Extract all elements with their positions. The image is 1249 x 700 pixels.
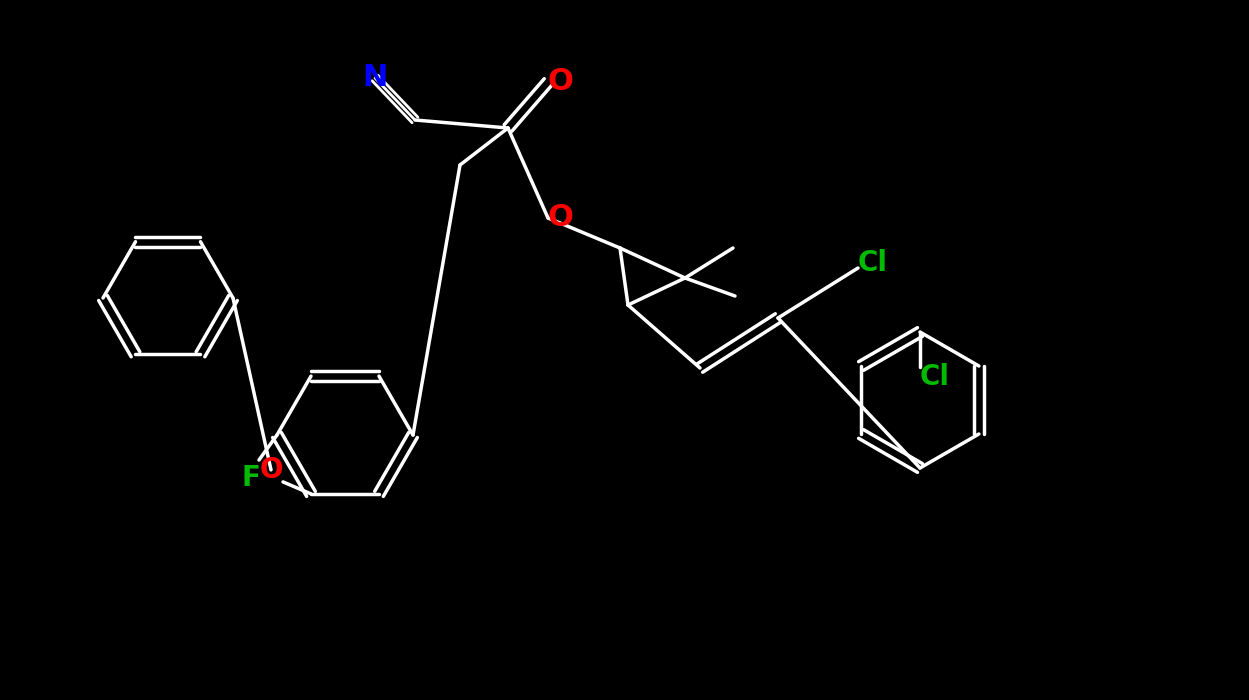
- Text: N: N: [362, 64, 387, 92]
- Text: F: F: [241, 464, 261, 492]
- Text: Cl: Cl: [858, 249, 888, 277]
- Text: O: O: [547, 204, 573, 232]
- Text: Cl: Cl: [921, 363, 950, 391]
- Text: O: O: [260, 456, 282, 484]
- Text: O: O: [547, 67, 573, 97]
